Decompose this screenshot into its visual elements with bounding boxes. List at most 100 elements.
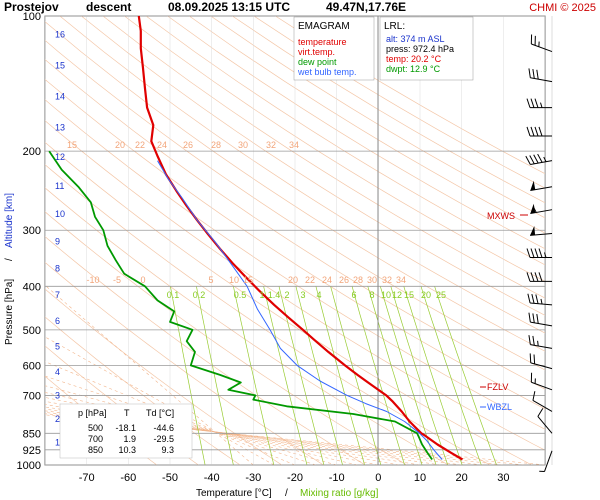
wind-barb (530, 372, 553, 391)
x-axis-label-separator: / (285, 488, 288, 499)
wind-barb-full (532, 391, 536, 401)
altitude-tick-label: 2 (55, 414, 60, 424)
altitude-tick-label: 5 (55, 342, 60, 352)
mixing-ratio-label: 20 (421, 290, 431, 300)
wind-barb-flag (530, 225, 536, 236)
series-dew-point-line (48, 150, 433, 461)
temperature-tick-label: 0 (375, 472, 381, 484)
lrl-press: press: 972.4 hPa (386, 44, 454, 54)
theta-label: 32 (266, 140, 276, 150)
table-row-p: 500 (88, 423, 103, 433)
altitude-tick-label: 7 (55, 290, 60, 300)
wind-barb-flag (530, 203, 536, 214)
moist-adiabat (45, 401, 400, 465)
wind-barb-full (537, 153, 543, 163)
mixing-ratio-label: 0.5 (234, 290, 247, 300)
wind-barb-half (538, 41, 540, 47)
mixing-ratio-label: 4 (316, 290, 321, 300)
wind-barb (526, 98, 552, 109)
wind-barb-half (533, 207, 537, 213)
theta-label: 28 (353, 275, 363, 285)
wind-barb (528, 68, 553, 83)
wind-barb (527, 293, 553, 306)
theta-label: 15 (243, 275, 253, 285)
theta-label: 24 (322, 275, 332, 285)
mixing-ratio-label: 8 (369, 290, 374, 300)
legend-wet-bulb: wet bulb temp. (297, 67, 357, 77)
lrl-title: LRL: (384, 21, 405, 32)
altitude-tick-label: 8 (55, 263, 60, 273)
pressure-tick-label: 925 (23, 445, 41, 457)
copyright: CHMI © 2025 (529, 2, 596, 14)
altitude-tick-label: 15 (55, 61, 65, 71)
table-header-p: p [hPa] (78, 408, 107, 418)
sounding-mode: descent (86, 0, 131, 14)
wind-barb-full (529, 155, 535, 165)
altitude-tick-label: 14 (55, 91, 65, 101)
wind-barb-full (534, 98, 539, 108)
mixing-ratio-label: 10 (381, 290, 391, 300)
wind-barb (529, 353, 553, 370)
wind-barb-full (538, 248, 543, 258)
wind-barb-full (529, 353, 532, 363)
table-header-t: T (124, 408, 130, 418)
theta-label: 5 (208, 275, 213, 285)
wind-barb-full (532, 69, 535, 79)
theta-label: -10 (86, 275, 99, 285)
wind-barb-full (533, 354, 536, 364)
wind-barb (530, 203, 553, 214)
pressure-tick-label: 850 (23, 428, 41, 440)
wind-barb-full (530, 248, 535, 258)
wind-barb-full (534, 126, 539, 137)
levels-table: p [hPa] T Td [°C] 500 -18.1 -44.6 700 1.… (59, 403, 193, 459)
legend-dew-point: dew point (298, 57, 337, 67)
dry-adiabat (45, 59, 545, 390)
wind-barb (530, 34, 553, 53)
legend-temperature: temperature (298, 37, 347, 47)
pressure-tick-label: 400 (23, 281, 41, 293)
mxws-label: MXWS (487, 211, 515, 221)
wind-barb-full (526, 98, 531, 108)
legend-title: EMAGRAM (298, 21, 350, 32)
x-axis-label-mixing: Mixing ratio [g/kg] (300, 488, 379, 499)
wind-barb-full (525, 155, 531, 165)
wind-barb-full (534, 272, 539, 282)
dry-adiabat (145, 16, 545, 266)
station-name: Prostejov (4, 0, 59, 14)
series-layer (48, 16, 464, 461)
table-header-td: Td [°C] (146, 408, 174, 418)
pressure-tick-label: 700 (23, 390, 41, 402)
wind-barb-full (531, 293, 535, 304)
mixing-ratio-label: 0.1 (167, 290, 180, 300)
sounding-coords: 49.47N,17.76E (326, 0, 406, 14)
table-row-td: 9.3 (161, 445, 174, 455)
wind-barb-staff (537, 416, 553, 434)
theta-label: 15 (67, 140, 77, 150)
theta-label: 10 (229, 275, 239, 285)
temperature-tick-label: 10 (414, 472, 426, 484)
table-row-t: 1.9 (123, 434, 136, 444)
wind-barb (532, 391, 553, 412)
theta-label: 20 (115, 140, 125, 150)
wind-barb-staff (544, 450, 553, 472)
theta-label: -5 (113, 275, 121, 285)
dry-adiabat (124, 16, 545, 282)
wind-barb (526, 248, 552, 258)
temperature-tick-label: -20 (287, 472, 303, 484)
wind-barb-full (538, 272, 543, 282)
table-row-t: -18.1 (115, 423, 136, 433)
mixing-ratio-label: 6 (351, 290, 356, 300)
mixing-ratio-label: 1.4 (268, 290, 281, 300)
lrl-dwpt: dwpt: 12.9 °C (386, 64, 441, 74)
mixing-ratio-label: 1 (259, 290, 264, 300)
dry-adiabat (81, 16, 545, 316)
theta-label: 22 (305, 275, 315, 285)
temperature-tick-label: -30 (245, 472, 261, 484)
wind-barb-full (530, 98, 535, 108)
theta-label: 20 (288, 275, 298, 285)
y-axis-label-separator: / (4, 258, 15, 261)
wind-barb (526, 272, 552, 282)
wind-barb-full (535, 294, 539, 304)
wind-barb-half (544, 252, 547, 258)
background-labels: 15 20 22 24 26 28 30 32 34-10 -5 0 5 10 15 20 22 24 26 28 3… (67, 140, 446, 300)
